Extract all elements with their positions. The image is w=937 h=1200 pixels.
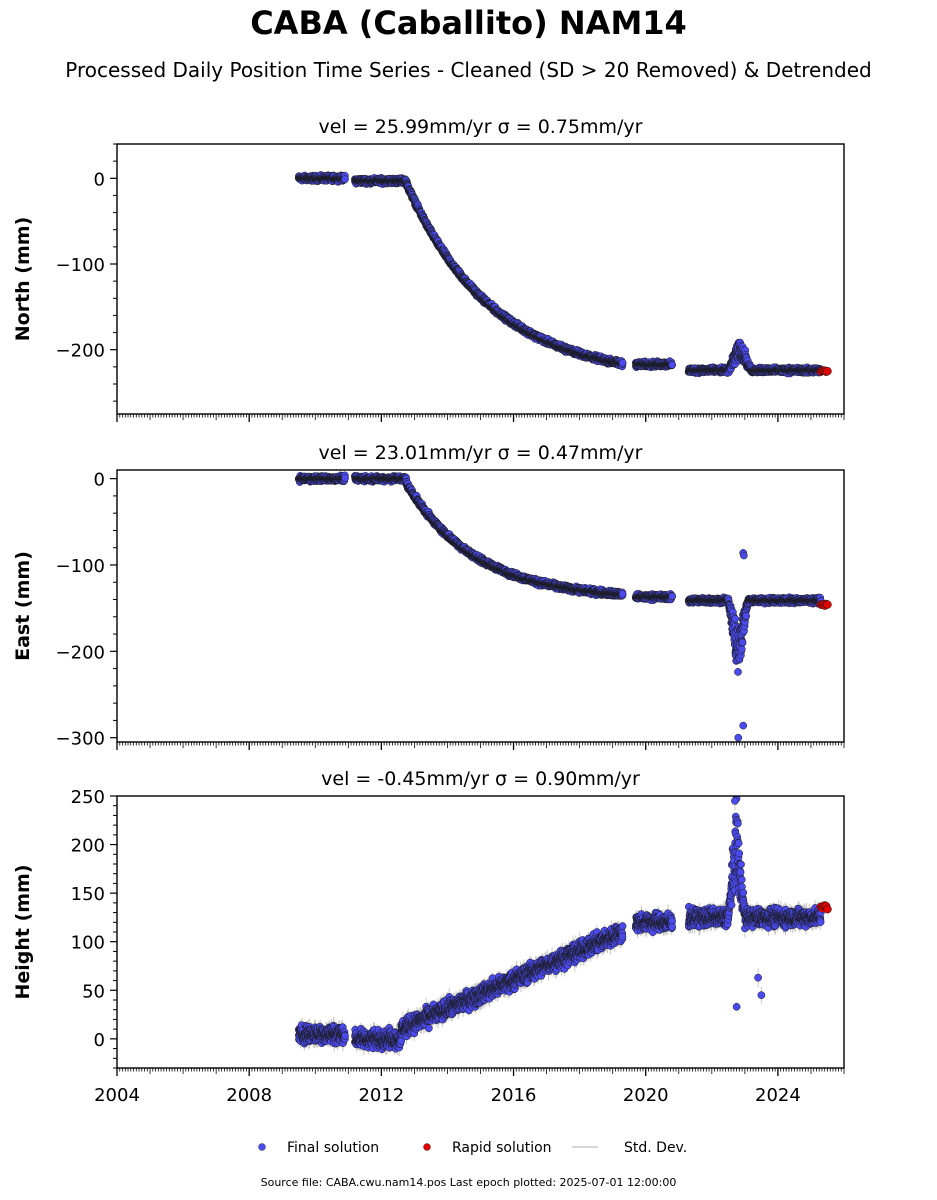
chart-subtitle: Processed Daily Position Time Series - C… xyxy=(0,58,937,82)
panel-title: vel = 25.99mm/yr σ = 0.75mm/yr xyxy=(319,116,643,138)
data-points xyxy=(294,171,832,378)
chart-title: CABA (Caballito) NAM14 xyxy=(0,4,937,42)
y-axis-label: North (mm) xyxy=(12,217,34,342)
final-solution-point xyxy=(341,175,349,183)
panel-north: vel = 25.99mm/yr σ = 0.75mm/yr North (mm)… xyxy=(12,116,845,422)
